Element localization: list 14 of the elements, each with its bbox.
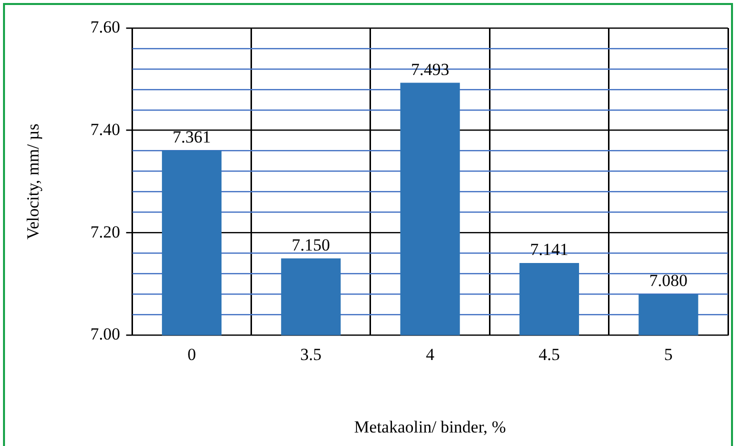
y-tick-label: 7.20 [90,222,120,242]
y-axis-title: Velocity, mm/ µs [24,124,43,240]
x-tick-label: 4 [426,344,435,364]
x-tick-label: 0 [187,344,196,364]
x-tick-label: 3.5 [300,344,322,364]
y-tick-label: 7.40 [90,120,120,139]
x-tick-label: 4.5 [538,344,560,364]
y-tick-label: 7.00 [90,324,120,344]
data-label: 7.150 [292,235,330,254]
data-label: 7.080 [649,271,688,290]
x-axis-title: Metakaolin/ binder, % [354,417,506,436]
y-tick-label: 7.60 [90,17,120,36]
x-tick-label: 5 [664,344,673,364]
data-label: 7.361 [172,127,211,146]
